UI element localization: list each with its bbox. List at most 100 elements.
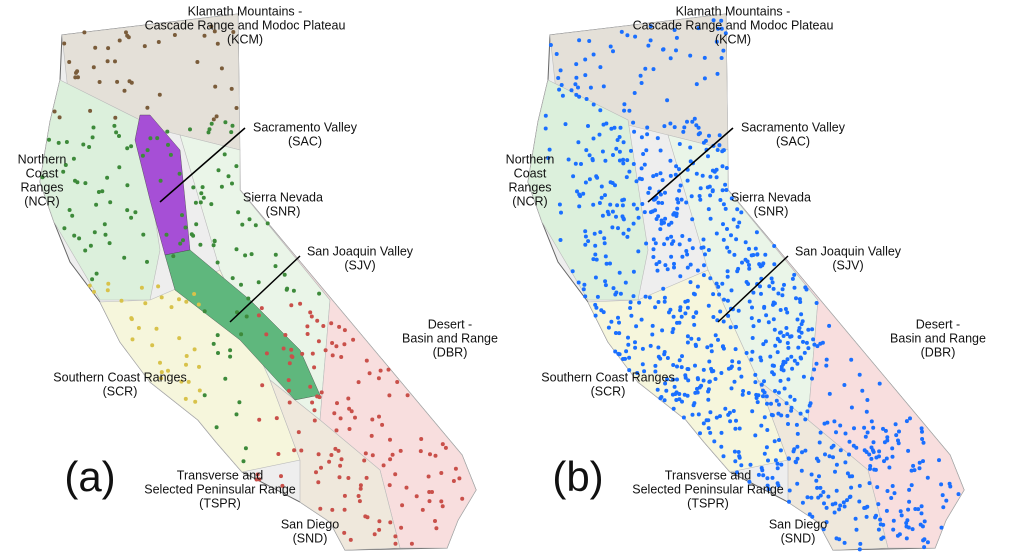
site-dot xyxy=(287,400,292,405)
site-dot xyxy=(797,326,802,330)
site-dot xyxy=(818,493,823,498)
site-dot xyxy=(640,202,645,206)
site-dot xyxy=(603,283,608,288)
site-dot xyxy=(709,349,714,354)
region-label: (SNR) xyxy=(266,204,301,218)
site-dot xyxy=(789,405,794,410)
site-dot xyxy=(315,394,320,399)
site-dot xyxy=(776,291,781,296)
site-dot xyxy=(329,453,334,457)
site-dot xyxy=(126,35,131,40)
site-dot xyxy=(579,162,583,166)
site-dot xyxy=(620,214,625,219)
site-dot xyxy=(685,298,690,303)
site-dot xyxy=(453,466,458,471)
site-dot xyxy=(400,503,405,508)
site-dot xyxy=(656,345,661,350)
site-dot xyxy=(734,418,738,423)
site-dot xyxy=(657,260,662,264)
site-dot xyxy=(662,295,667,300)
site-dot xyxy=(707,359,712,364)
site-dot xyxy=(614,290,619,295)
site-dot xyxy=(776,390,781,395)
site-dot xyxy=(798,355,803,360)
site-dot xyxy=(199,191,204,196)
site-dot xyxy=(795,444,800,449)
site-dot xyxy=(207,127,212,132)
site-dot xyxy=(733,325,738,329)
site-dot xyxy=(714,39,719,44)
site-dot xyxy=(611,49,615,54)
site-dot xyxy=(237,400,242,405)
site-dot xyxy=(546,156,551,160)
site-dot xyxy=(700,173,705,178)
site-dot xyxy=(287,361,292,366)
site-dot xyxy=(829,445,834,450)
site-dot xyxy=(827,391,832,396)
region-label: Desert - xyxy=(428,317,472,331)
site-dot xyxy=(228,354,233,359)
site-dot xyxy=(678,305,683,310)
site-dot xyxy=(122,255,127,260)
site-dot xyxy=(102,222,107,227)
site-dot xyxy=(671,363,676,367)
site-dot xyxy=(710,369,714,374)
site-dot xyxy=(708,174,713,179)
site-dot xyxy=(789,354,794,359)
site-dot xyxy=(821,527,826,532)
site-dot xyxy=(625,33,630,38)
site-dot xyxy=(581,287,586,292)
site-dot xyxy=(591,257,596,262)
site-dot xyxy=(614,214,618,219)
site-dot xyxy=(661,286,666,291)
site-dot xyxy=(592,231,597,236)
site-dot xyxy=(717,143,722,148)
site-dot xyxy=(747,479,752,484)
site-dot xyxy=(597,201,602,205)
site-dot xyxy=(907,499,912,504)
site-dot xyxy=(636,215,641,220)
site-dot xyxy=(818,430,823,435)
site-dot xyxy=(427,490,432,494)
site-dot xyxy=(289,347,294,352)
site-dot xyxy=(591,136,596,141)
site-dot xyxy=(155,136,160,141)
site-dot xyxy=(732,252,737,257)
site-dot xyxy=(292,448,297,453)
site-dot xyxy=(786,345,791,350)
site-dot xyxy=(125,208,130,213)
region-label: (TSPR) xyxy=(199,496,241,510)
site-dot xyxy=(805,495,810,500)
site-dot xyxy=(904,524,909,529)
site-dot xyxy=(685,178,690,183)
site-dot xyxy=(418,449,423,454)
site-dot xyxy=(739,463,744,468)
site-dot xyxy=(783,360,788,365)
site-dot xyxy=(631,221,636,226)
site-dot xyxy=(799,468,804,473)
site-dot xyxy=(342,530,347,535)
site-dot xyxy=(643,294,648,299)
site-dot xyxy=(602,236,607,241)
site-dot xyxy=(339,457,344,462)
site-dot xyxy=(312,408,317,413)
site-dot xyxy=(838,503,843,508)
site-dot xyxy=(721,319,726,324)
site-dot xyxy=(772,262,777,267)
site-dot xyxy=(588,85,593,90)
site-dot xyxy=(633,340,637,345)
site-dot xyxy=(336,448,341,453)
site-dot xyxy=(316,480,321,485)
site-dot xyxy=(621,357,625,361)
site-dot xyxy=(83,181,88,186)
site-dot xyxy=(802,350,807,355)
site-dot xyxy=(693,342,698,347)
site-dot xyxy=(668,56,673,61)
site-dot xyxy=(821,490,826,494)
site-dot xyxy=(696,412,701,417)
site-dot xyxy=(693,363,697,368)
site-dot xyxy=(82,30,87,35)
site-dot xyxy=(299,448,304,453)
site-dot xyxy=(626,335,630,340)
site-dot xyxy=(668,173,673,178)
